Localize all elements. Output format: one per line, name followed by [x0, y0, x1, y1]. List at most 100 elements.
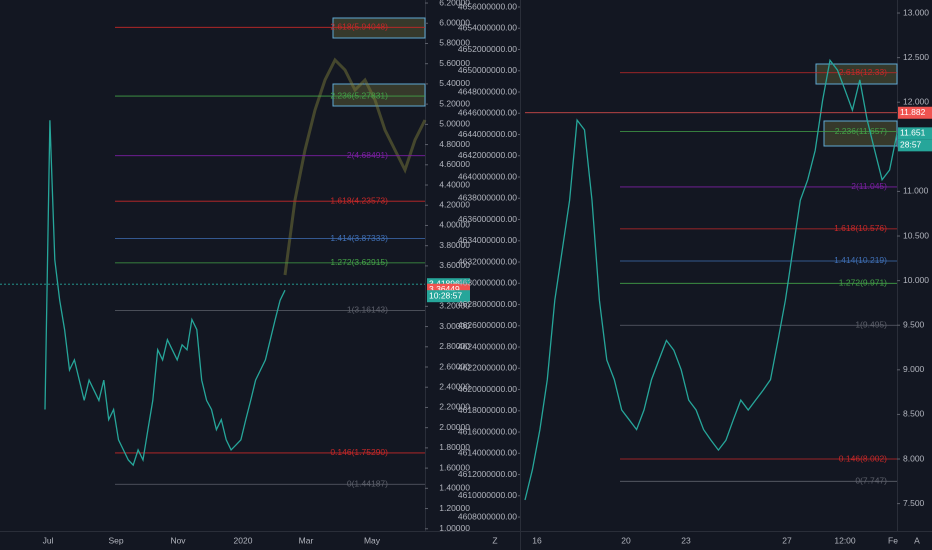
projection-box [332, 83, 426, 107]
fib-label: 1.272(9.971) [839, 278, 887, 288]
fib-label: 0.146(1.75290) [330, 447, 388, 457]
y-tick-label: 10.500 [903, 230, 929, 240]
y2-tick-label: 4636000000.00 [458, 214, 517, 224]
y-tick-label: 3.00000 [439, 321, 470, 331]
y2-tick-label: 4630000000.00 [458, 278, 517, 288]
price-line [44, 120, 286, 467]
y-tick-label: 9.500 [903, 319, 925, 329]
y-tick-label: 5.60000 [439, 58, 470, 68]
y-tick-label: 2.40000 [439, 381, 470, 391]
y2-tick-label: 4626000000.00 [458, 320, 517, 330]
y2-tick-label: 4612000000.00 [458, 469, 517, 479]
x-tick-label: 27 [782, 535, 792, 545]
y-tick-label: 4.60000 [439, 159, 470, 169]
x-tick-label: Fe [888, 535, 898, 545]
y-tick-label: 11.000 [903, 186, 929, 196]
icon-z[interactable]: Z [492, 535, 497, 545]
y-tick-label: 3.20000 [439, 301, 470, 311]
y2-tick-label: 4652000000.00 [458, 44, 517, 54]
y2-tick-label: 4632000000.00 [458, 256, 517, 266]
fib-label: 0(1.44187) [347, 479, 388, 489]
price-tag-label: 11.651 [900, 128, 926, 138]
y2-tick-label: 4634000000.00 [458, 235, 517, 245]
y-tick-label: 4.80000 [439, 139, 470, 149]
price-line [524, 58, 898, 501]
y-tick-label: 8.000 [903, 453, 925, 463]
x-tick-label: Jul [43, 535, 54, 545]
fib-label: 1.414(3.87333) [330, 233, 388, 243]
y2-tick-label: 4618000000.00 [458, 405, 517, 415]
y-tick-label: 1.60000 [439, 462, 470, 472]
fib-label: 1.618(4.23573) [330, 195, 388, 205]
projection-box [332, 17, 426, 39]
fib-label: 1(9.495) [855, 319, 887, 329]
fib-label: 2.618(12.33) [839, 67, 887, 77]
countdown-label: 10:28:57 [429, 290, 462, 300]
y-tick-label: 4.00000 [439, 220, 470, 230]
fib-label: 0(7.747) [855, 476, 887, 486]
fib-label: 2.236(5.27831) [330, 90, 388, 100]
y2-tick-label: 4616000000.00 [458, 426, 517, 436]
y2-tick-label: 4650000000.00 [458, 65, 517, 75]
y-tick-label: 13.000 [903, 7, 929, 17]
y2-tick-label: 4644000000.00 [458, 129, 517, 139]
fib-label: 1.618(10.576) [834, 223, 887, 233]
y2-tick-label: 4628000000.00 [458, 299, 517, 309]
x-tick-label: 12:00 [834, 535, 856, 545]
y-tick-label: 6.00000 [439, 18, 470, 28]
y-tick-label: 2.00000 [439, 422, 470, 432]
y-tick-label: 2.20000 [439, 402, 470, 412]
icon-auto[interactable]: A [914, 535, 920, 545]
fib-label: 1(3.16143) [347, 305, 388, 315]
y-tick-label: 12.000 [903, 96, 929, 106]
x-tick-label: 2020 [234, 535, 253, 545]
y-tick-label: 7.500 [903, 498, 925, 508]
y2-tick-label: 4622000000.00 [458, 363, 517, 373]
price-tag-label: 3.41896 [429, 278, 460, 288]
y-tick-label: 2.60000 [439, 361, 470, 371]
countdown-label: 28:57 [900, 140, 922, 150]
y2-tick-label: 4638000000.00 [458, 193, 517, 203]
y-tick-label: 4.40000 [439, 179, 470, 189]
x-tick-label: 20 [621, 535, 631, 545]
y-tick-label: 5.40000 [439, 78, 470, 88]
y2-tick-label: 4648000000.00 [458, 86, 517, 96]
y-tick-label: 10.000 [903, 275, 929, 285]
fib-label: 1.414(10.219) [834, 255, 887, 265]
y-tick-label: 5.20000 [439, 98, 470, 108]
y-tick-label: 5.80000 [439, 38, 470, 48]
y-tick-label: 3.60000 [439, 260, 470, 270]
y2-tick-label: 4642000000.00 [458, 150, 517, 160]
y2-tick-label: 4654000000.00 [458, 23, 517, 33]
price-tag-label: 3.36449 [429, 284, 460, 294]
x-tick-label: Sep [108, 535, 123, 545]
x-tick-label: Nov [170, 535, 186, 545]
countdown-tag [427, 290, 470, 303]
y2-tick-label: 4656000000.00 [458, 1, 517, 11]
y-tick-label: 3.80000 [439, 240, 470, 250]
y2-tick-label: 4646000000.00 [458, 108, 517, 118]
y-tick-label: 6.20000 [439, 0, 470, 7]
fib-label: 2.618(5.94048) [330, 22, 388, 32]
y-tick-label: 4.20000 [439, 199, 470, 209]
fib-label: 2(11.045) [851, 181, 887, 191]
y-tick-label: 1.40000 [439, 483, 470, 493]
x-tick-label: 23 [681, 535, 691, 545]
x-tick-label: May [364, 535, 381, 545]
y-tick-label: 1.00000 [439, 523, 470, 533]
y2-tick-label: 4610000000.00 [458, 490, 517, 500]
y2-tick-label: 4640000000.00 [458, 171, 517, 181]
price-tag [898, 106, 932, 119]
y-tick-label: 9.000 [903, 364, 925, 374]
projection-path [283, 57, 427, 276]
y-tick-label: 1.80000 [439, 442, 470, 452]
fib-label: 0.146(8.002) [839, 453, 887, 463]
y-tick-label: 12.500 [903, 52, 929, 62]
price-tag-label: 11.882 [900, 107, 926, 117]
x-tick-label: Mar [299, 535, 314, 545]
y2-tick-label: 4620000000.00 [458, 384, 517, 394]
projection-box [823, 120, 898, 147]
